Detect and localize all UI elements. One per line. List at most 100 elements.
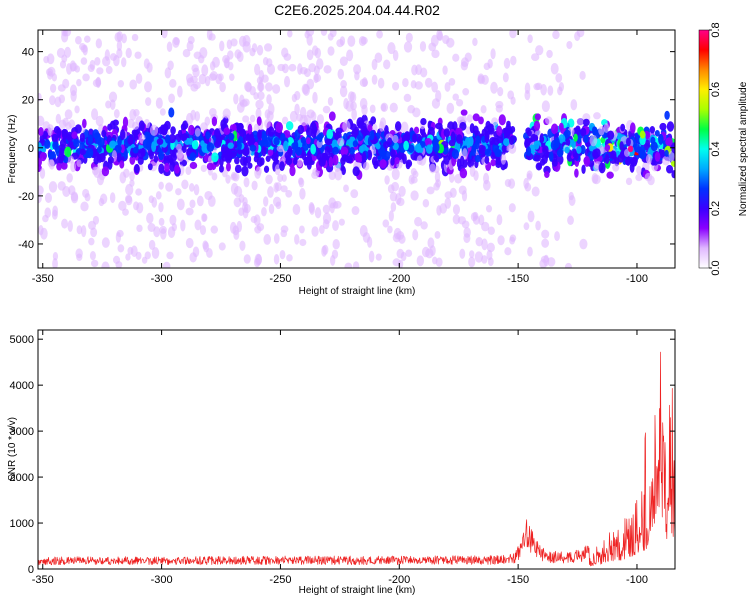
spectrogram-cell [161,30,168,39]
spectrogram-cell [280,225,289,233]
spectrogram-cell [263,165,270,173]
spectrogram-cell [64,146,72,158]
spectrogram-cell [328,171,336,180]
spectrogram-cell [221,146,229,158]
spectrogram-cell [75,248,83,259]
spectrogram-cell [151,196,158,208]
spectrogram-cell [285,189,293,198]
spectrogram-cell [527,129,532,137]
spectrogram-cell [125,47,132,59]
spectrogram-cell [469,165,476,178]
spectrogram-cell [350,189,359,199]
spectrogram-cell [180,219,186,232]
spectrogram-cell [93,166,102,178]
spectrogram-cell [478,116,484,125]
spectrogram-cell [174,164,180,174]
spectrogram-cell [389,191,398,202]
snr-ytick-label: 2000 [10,472,34,484]
snr-xtick-label: -350 [32,574,54,586]
spectrogram-cell [166,41,173,53]
spectrogram-cell [339,85,348,98]
spectrogram-cell [564,146,570,154]
spectrogram-cell [109,53,117,61]
spectrogram-ytick-label: -20 [18,191,34,203]
spectrogram-cell [311,171,319,179]
spectrogram-cell [434,154,440,163]
spectrogram-cell [255,99,264,110]
spectrogram-cell [214,140,222,149]
spectrogram-cell [117,79,125,88]
spectrogram-cell [151,247,160,259]
spectrogram-cell [242,197,248,207]
spectrogram-cell [301,83,310,95]
spectrogram-cell [237,141,242,151]
spectrogram-cell [294,234,300,245]
spectrogram-cell [375,142,381,150]
spectrogram-cell [82,118,87,129]
spectrogram-cell [247,162,253,169]
spectrogram-cell [654,151,661,162]
spectrogram-cell [456,134,463,144]
spectrogram-cell [531,186,540,197]
spectrogram-cell [74,105,80,114]
spectrogram-cell [131,129,140,136]
spectrogram-cell [351,108,357,121]
spectrogram-cell [497,235,505,246]
spectrogram-cell [74,65,81,73]
spectrogram-cell [348,91,355,102]
spectrogram-cell [666,164,674,174]
spectrogram-cell [548,151,554,162]
spectrogram-cell [272,84,281,94]
spectrogram-cell [249,114,256,123]
spectrogram-cell [274,164,281,176]
spectrogram-cell [191,139,199,150]
spectrogram-cell [429,245,436,257]
spectrogram-cell [70,191,79,202]
spectrogram-cell [487,226,495,235]
spectrogram-cell [339,36,346,46]
spectrogram-cell [170,126,176,135]
spectrogram-cell [446,37,455,48]
spectrogram-cell [168,133,176,144]
spectrogram-cell [158,163,165,174]
spectrogram-cell [442,65,448,75]
spectrogram-cell [420,221,428,230]
spectrogram-cell [88,220,97,231]
spectrogram-cell [192,67,200,78]
spectrogram-cell [265,155,271,162]
spectrogram-cell [61,54,68,63]
spectrogram-cell [401,153,407,165]
spectrogram-cell [314,73,322,83]
spectrogram-cell [546,49,553,59]
spectrogram-cell [253,214,261,227]
colorbar-tick-label: 0.8 [710,22,722,37]
spectrogram-cell [296,158,303,168]
spectrogram-cell [281,63,289,74]
spectrogram-cell [510,55,517,66]
spectrogram-cell [509,30,517,39]
spectrogram-cell [196,195,204,207]
spectrogram-cell [227,142,234,149]
spectrogram-cell [299,188,306,200]
spectrogram-cell [241,165,249,177]
spectrogram-cell [227,50,234,60]
spectrogram-cell [57,181,66,191]
spectrogram-cell [429,163,437,174]
spectrogram-cell [503,57,511,69]
spectrogram-cell [328,111,336,121]
spectrogram-cell [298,177,304,185]
spectrogram-cell [264,109,271,120]
spectrogram-cell [537,162,542,170]
spectrogram-cell [268,203,275,215]
spectrogram-cell [558,134,566,144]
spectrogram-cell [610,150,617,160]
spectrogram-cell [340,80,347,89]
spectrogram-cell [568,195,576,207]
spectrogram-cell [44,192,52,204]
spectrogram-cell [273,157,279,165]
spectrogram-cell [202,240,209,250]
spectrogram-cell [598,162,606,174]
spectrogram-cell [281,47,289,58]
spectrogram-cell [524,90,531,101]
